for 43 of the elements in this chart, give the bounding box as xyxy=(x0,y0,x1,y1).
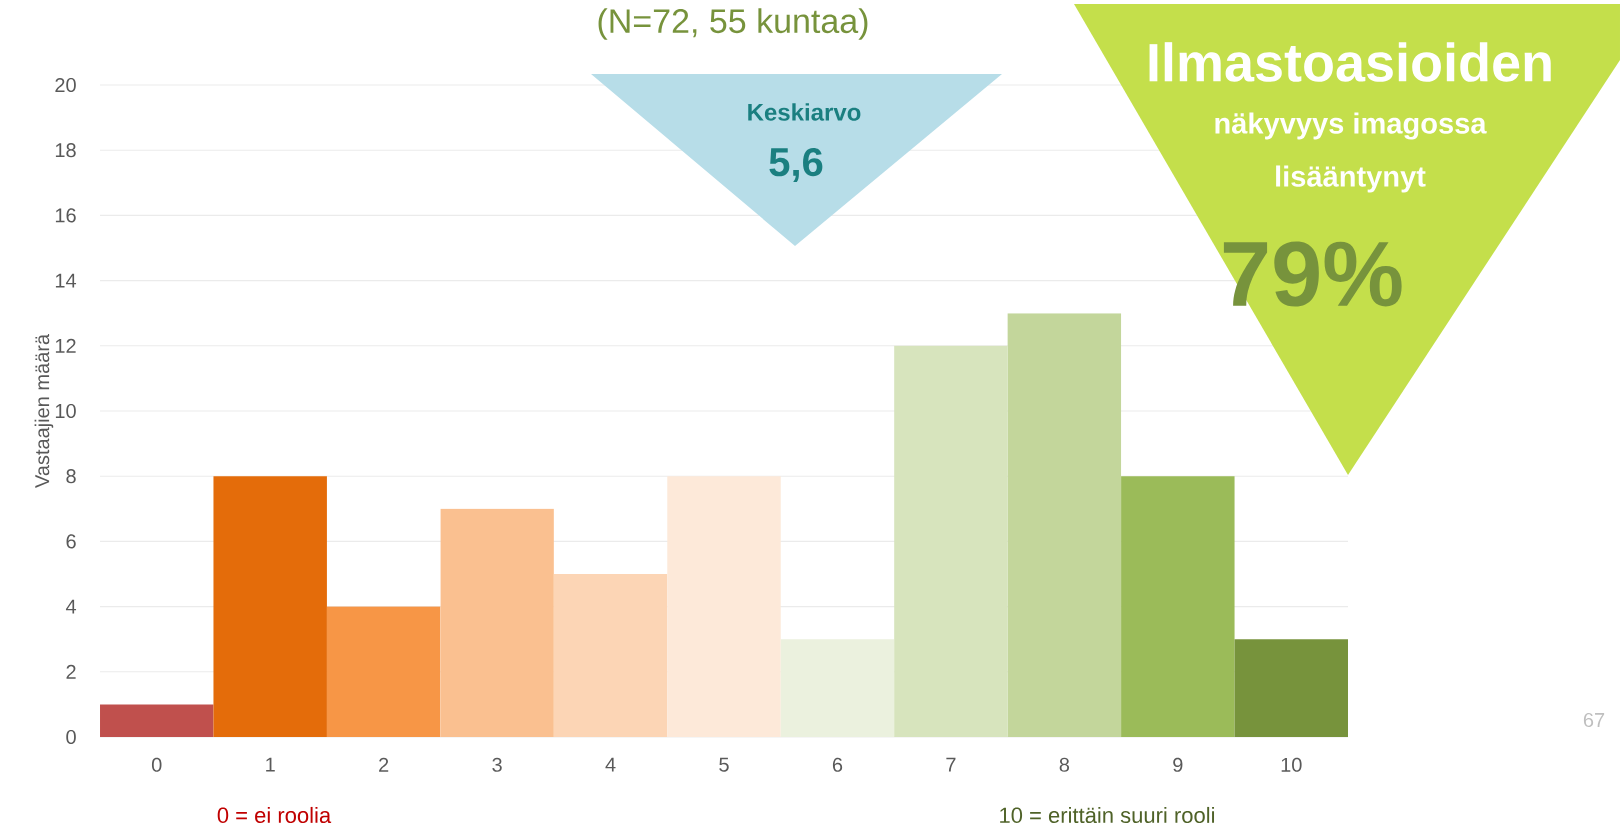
y-tick-label: 4 xyxy=(65,599,77,614)
x-tick-label: 10 xyxy=(1281,757,1302,772)
bar xyxy=(894,345,1008,737)
text: Ilmastoasioiden xyxy=(1149,42,1551,82)
x-tick-label: 1 xyxy=(266,757,275,772)
bar xyxy=(780,639,895,737)
bar xyxy=(1007,313,1122,737)
bar xyxy=(1121,476,1235,737)
y-tick-label: 8 xyxy=(66,469,76,484)
y-tick-label: 18 xyxy=(55,143,76,158)
annotation: lisääntynyt xyxy=(1276,165,1426,193)
x-tick-label: 3 xyxy=(492,757,502,772)
y-tick-label: 16 xyxy=(55,208,76,223)
x-tick-label: 0 xyxy=(151,757,162,772)
annotation: Keskiarvo xyxy=(748,103,861,121)
text: 0 = ei roolia xyxy=(217,806,332,824)
x-tick-label: 2 xyxy=(379,757,389,772)
y-tick-label: 20 xyxy=(55,77,76,93)
y-tick-label: 12 xyxy=(55,338,76,353)
x-tick-label: 5 xyxy=(719,757,729,772)
bar xyxy=(667,476,781,737)
x-tick-label: 7 xyxy=(946,757,956,772)
y-axis-title: Vastaajien määrä xyxy=(34,333,54,488)
bar xyxy=(553,574,668,737)
x-tick-label: 4 xyxy=(605,757,616,772)
annotation: 5,6 xyxy=(769,147,823,183)
bar xyxy=(440,508,554,737)
bar xyxy=(213,476,327,737)
bar xyxy=(326,606,441,737)
y-tick-label: 14 xyxy=(55,273,77,288)
bar xyxy=(1234,639,1349,737)
y-tick-label: 2 xyxy=(66,664,76,679)
x-tick-label: 9 xyxy=(1173,757,1183,772)
annotation: näkyvyys imagossa xyxy=(1215,112,1487,140)
chart-title: (N=72, 55 kuntaa) xyxy=(598,8,868,40)
text: 10 = erittäin suuri rooli xyxy=(1000,806,1215,824)
y-tick-label: 6 xyxy=(66,534,76,549)
y-tick-label: 10 xyxy=(55,403,76,419)
y-tick-label: 0 xyxy=(66,729,76,745)
x-tick-label: 8 xyxy=(1059,757,1070,772)
text: 67 xyxy=(1583,712,1605,728)
bar xyxy=(100,704,214,737)
x-tick-label: 6 xyxy=(832,757,843,772)
